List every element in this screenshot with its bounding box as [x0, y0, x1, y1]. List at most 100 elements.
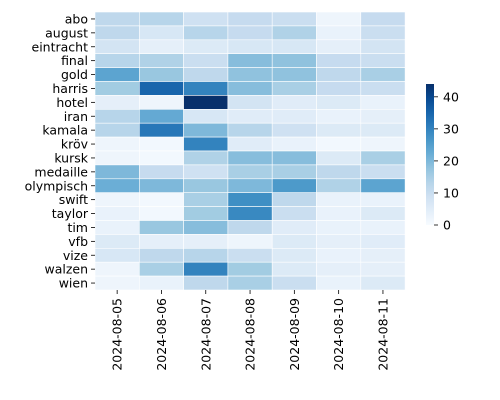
x-tick-labels: 2024-08-05 2024-08-06 2024-08-07 2024-08-08…	[110, 290, 390, 371]
heatmap-cell-hotel-2024-08-05	[94, 95, 140, 110]
heatmap-cell-abo-2024-08-07	[183, 11, 229, 27]
x-tick-label: 2024-08-06	[154, 298, 169, 371]
heatmap-cell-taylor-2024-08-08	[227, 206, 273, 221]
heatmap-cell-harris-2024-08-06	[139, 81, 184, 96]
heatmap-cell-taylor-2024-08-09	[271, 206, 317, 221]
heatmap-cell-swift-2024-08-08	[227, 192, 273, 207]
heatmap-cell-gold-2024-08-11	[360, 67, 406, 82]
heatmap-cell-august-2024-08-10	[316, 25, 362, 41]
heatmap-cells	[94, 11, 406, 291]
heatmap-cell-harris-2024-08-05	[94, 81, 140, 96]
heatmap-cell-walzen-2024-08-09	[271, 261, 317, 277]
heatmap-cell-abo-2024-08-11	[360, 11, 406, 27]
heatmap-cell-kamala-2024-08-11	[360, 122, 406, 138]
heatmap-cell-medaille-2024-08-06	[139, 164, 184, 180]
y-tick-label: iran	[64, 109, 88, 124]
colorbar-tick-label: 30	[443, 121, 459, 136]
y-tick-label: hotel	[56, 95, 88, 110]
heatmap-cell-vize-2024-08-05	[94, 248, 140, 263]
heatmap-cell-hotel-2024-08-06	[139, 95, 184, 110]
heatmap-cell-eintracht-2024-08-08	[227, 39, 273, 54]
heatmap-cell-kröv-2024-08-07	[183, 136, 229, 152]
heatmap-cell-kursk-2024-08-11	[360, 150, 406, 166]
heatmap-cell-final-2024-08-05	[94, 53, 140, 68]
heatmap-cell-kamala-2024-08-07	[183, 122, 229, 138]
heatmap-cell-kursk-2024-08-08	[227, 150, 273, 166]
heatmap-cell-wien-2024-08-09	[271, 275, 317, 291]
heatmap-cell-medaille-2024-08-08	[227, 164, 273, 180]
heatmap-cell-eintracht-2024-08-07	[183, 39, 229, 54]
heatmap-cell-tim-2024-08-05	[94, 220, 140, 235]
y-tick-label: wien	[59, 276, 88, 291]
heatmap-cell-vfb-2024-08-11	[360, 234, 406, 249]
heatmap-cell-final-2024-08-06	[139, 53, 184, 68]
heatmap-cell-taylor-2024-08-05	[94, 206, 140, 221]
heatmap-cell-august-2024-08-06	[139, 25, 184, 41]
heatmap-cell-harris-2024-08-10	[316, 81, 362, 96]
heatmap-cell-walzen-2024-08-07	[183, 261, 229, 277]
heatmap-cell-abo-2024-08-08	[227, 11, 273, 27]
heatmap-cell-olympisch-2024-08-07	[183, 178, 229, 194]
heatmap-cell-vfb-2024-08-05	[94, 234, 140, 249]
y-tick-label: vize	[63, 248, 88, 263]
colorbar-scale	[426, 84, 434, 225]
heatmap-cell-final-2024-08-11	[360, 53, 406, 68]
y-tick-label: harris	[52, 81, 88, 96]
heatmap-cell-hotel-2024-08-07	[183, 95, 229, 110]
heatmap-cell-gold-2024-08-07	[183, 67, 229, 82]
heatmap-cell-wien-2024-08-10	[316, 275, 362, 291]
heatmap-cell-vfb-2024-08-07	[183, 234, 229, 249]
y-tick-label: gold	[61, 67, 88, 82]
heatmap-cell-kröv-2024-08-06	[139, 136, 184, 152]
heatmap-cell-final-2024-08-10	[316, 53, 362, 68]
heatmap-cell-eintracht-2024-08-10	[316, 39, 362, 54]
heatmap-cell-eintracht-2024-08-06	[139, 39, 184, 54]
heatmap-cell-harris-2024-08-09	[271, 81, 317, 96]
heatmap-cell-gold-2024-08-10	[316, 67, 362, 82]
colorbar-tick-label: 20	[443, 153, 459, 168]
heatmap-cell-olympisch-2024-08-11	[360, 178, 406, 194]
heatmap-cell-final-2024-08-09	[271, 53, 317, 68]
x-tick-label: 2024-08-10	[331, 298, 346, 371]
heatmap-cell-taylor-2024-08-06	[139, 206, 184, 221]
heatmap-cell-wien-2024-08-11	[360, 275, 406, 291]
x-tick-label: 2024-08-07	[198, 298, 213, 371]
y-tick-label: final	[61, 53, 88, 68]
heatmap-cell-kröv-2024-08-10	[316, 136, 362, 152]
heatmap-cell-august-2024-08-09	[271, 25, 317, 41]
y-tick-label: kursk	[54, 150, 88, 165]
heatmap-cell-olympisch-2024-08-06	[139, 178, 184, 194]
heatmap-cell-august-2024-08-05	[94, 25, 140, 41]
heatmap-cell-vize-2024-08-07	[183, 248, 229, 263]
y-tick-label: tim	[67, 220, 88, 235]
heatmap-cell-vfb-2024-08-10	[316, 234, 362, 249]
heatmap-cell-tim-2024-08-07	[183, 220, 229, 235]
heatmap-cell-wien-2024-08-07	[183, 275, 229, 291]
heatmap-cell-olympisch-2024-08-10	[316, 178, 362, 194]
y-tick-label: vfb	[68, 234, 88, 249]
heatmap-cell-gold-2024-08-09	[271, 67, 317, 82]
heatmap-cell-kursk-2024-08-07	[183, 150, 229, 166]
y-tick-label: kröv	[61, 137, 89, 152]
heatmap-cell-medaille-2024-08-05	[94, 164, 140, 180]
heatmap-cell-vize-2024-08-11	[360, 248, 406, 263]
heatmap-cell-wien-2024-08-05	[94, 275, 140, 291]
heatmap-cell-kröv-2024-08-11	[360, 136, 406, 152]
heatmap-cell-eintracht-2024-08-09	[271, 39, 317, 54]
heatmap-cell-kursk-2024-08-05	[94, 150, 140, 166]
heatmap-cell-abo-2024-08-06	[139, 11, 184, 27]
y-tick-label: eintracht	[32, 39, 89, 54]
heatmap-cell-kursk-2024-08-06	[139, 150, 184, 166]
heatmap-cell-harris-2024-08-08	[227, 81, 273, 96]
heatmap-cell-swift-2024-08-07	[183, 192, 229, 207]
colorbar-tick-label: 40	[443, 89, 459, 104]
heatmap-cell-hotel-2024-08-10	[316, 95, 362, 110]
heatmap-cell-iran-2024-08-06	[139, 109, 184, 124]
heatmap-cell-swift-2024-08-11	[360, 192, 406, 207]
heatmap-cell-vize-2024-08-09	[271, 248, 317, 263]
heatmap-cell-taylor-2024-08-07	[183, 206, 229, 221]
heatmap-cell-medaille-2024-08-10	[316, 164, 362, 180]
heatmap-cell-vfb-2024-08-09	[271, 234, 317, 249]
heatmap-cell-kamala-2024-08-05	[94, 122, 140, 138]
